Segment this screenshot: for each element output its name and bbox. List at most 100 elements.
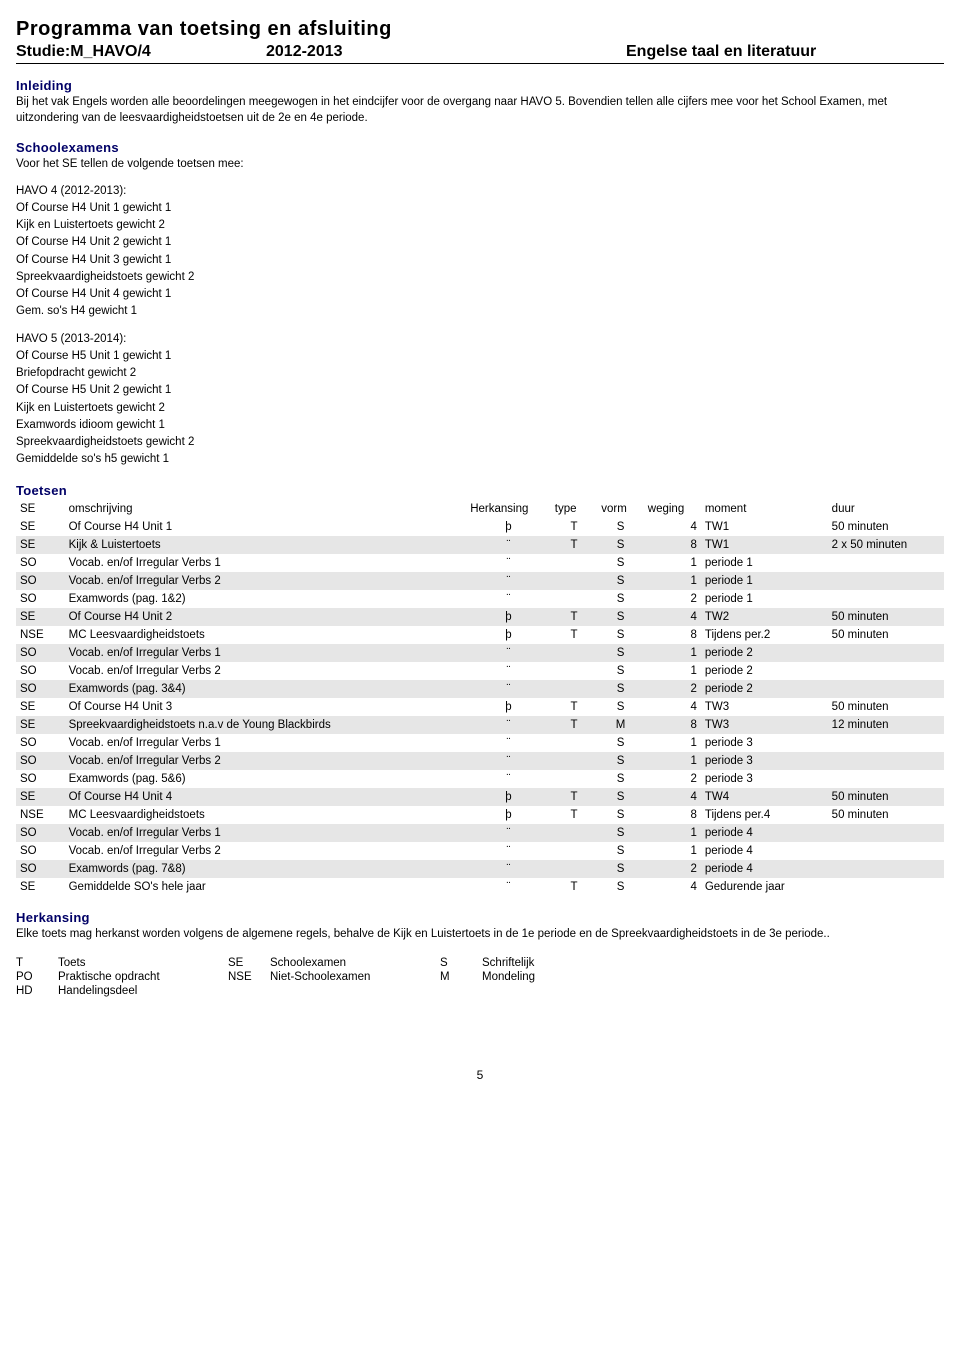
legend-key: M <box>440 970 482 984</box>
havo5-lead: HAVO 5 (2013-2014): <box>16 331 944 348</box>
cell <box>828 770 944 788</box>
cell: T <box>551 878 598 896</box>
cell: ¨ <box>466 842 551 860</box>
havo4-item: Spreekvaardigheidstoets gewicht 2 <box>16 269 944 286</box>
cell <box>828 590 944 608</box>
cell: SE <box>16 518 65 536</box>
cell <box>828 842 944 860</box>
cell: SE <box>16 716 65 734</box>
cell: TW1 <box>701 518 828 536</box>
cell: periode 1 <box>701 554 828 572</box>
cell: Vocab. en/of Irregular Verbs 1 <box>65 734 467 752</box>
legend-row: POPraktische opdrachtNSENiet-Schoolexame… <box>16 970 944 984</box>
study-label: Studie: <box>16 43 70 60</box>
cell: SO <box>16 842 65 860</box>
havo5-item: Gemiddelde so's h5 gewicht 1 <box>16 451 944 468</box>
cell: S <box>597 554 644 572</box>
table-row: SOExamwords (pag. 5&6)¨S2periode 3 <box>16 770 944 788</box>
cell: SO <box>16 824 65 842</box>
cell: 1 <box>644 734 701 752</box>
cell: þ <box>466 806 551 824</box>
havo4-item: Of Course H4 Unit 2 gewicht 1 <box>16 234 944 251</box>
col-oms: omschrijving <box>65 500 467 518</box>
cell: S <box>597 806 644 824</box>
cell: Of Course H4 Unit 1 <box>65 518 467 536</box>
cell: 1 <box>644 644 701 662</box>
cell <box>828 680 944 698</box>
cell: periode 4 <box>701 842 828 860</box>
cell: 2 x 50 minuten <box>828 536 944 554</box>
cell: 1 <box>644 662 701 680</box>
cell: 50 minuten <box>828 698 944 716</box>
legend-value: Praktische opdracht <box>58 970 228 984</box>
legend-key <box>228 984 270 998</box>
legend-value: Niet-Schoolexamen <box>270 970 440 984</box>
legend-value: Schoolexamen <box>270 956 440 970</box>
study-value: M_HAVO/4 <box>70 43 151 60</box>
legend-key: T <box>16 956 58 970</box>
cell: S <box>597 626 644 644</box>
cell: M <box>597 716 644 734</box>
cell: Of Course H4 Unit 4 <box>65 788 467 806</box>
cell: S <box>597 878 644 896</box>
cell: 8 <box>644 716 701 734</box>
table-row: SEOf Course H4 Unit 4þTS4TW450 minuten <box>16 788 944 806</box>
cell: T <box>551 716 598 734</box>
cell: SO <box>16 590 65 608</box>
cell: 4 <box>644 518 701 536</box>
legend-key: HD <box>16 984 58 998</box>
havo5-item: Spreekvaardigheidstoets gewicht 2 <box>16 434 944 451</box>
cell: NSE <box>16 806 65 824</box>
cell: Examwords (pag. 3&4) <box>65 680 467 698</box>
cell <box>551 554 598 572</box>
cell: ¨ <box>466 554 551 572</box>
cell: S <box>597 608 644 626</box>
cell: periode 3 <box>701 752 828 770</box>
cell: T <box>551 626 598 644</box>
cell: T <box>551 518 598 536</box>
cell <box>828 860 944 878</box>
cell: S <box>597 590 644 608</box>
cell: TW1 <box>701 536 828 554</box>
cell <box>828 734 944 752</box>
table-row: NSEMC LeesvaardigheidstoetsþTS8Tijdens p… <box>16 806 944 824</box>
table-row: SEGemiddelde SO's hele jaar¨TS4Gedurende… <box>16 878 944 896</box>
cell <box>551 572 598 590</box>
cell: T <box>551 788 598 806</box>
cell: 4 <box>644 878 701 896</box>
cell: NSE <box>16 626 65 644</box>
page-title: Programma van toetsing en afsluiting <box>16 18 944 41</box>
havo4-item: Of Course H4 Unit 1 gewicht 1 <box>16 200 944 217</box>
legend-value <box>270 984 440 998</box>
legend-value: Handelingsdeel <box>58 984 228 998</box>
toetsen-header-row: SE omschrijving Herkansing type vorm weg… <box>16 500 944 518</box>
cell: ¨ <box>466 752 551 770</box>
cell: TW3 <box>701 716 828 734</box>
cell: Gemiddelde SO's hele jaar <box>65 878 467 896</box>
legend-value: Schriftelijk <box>482 956 652 970</box>
table-row: SOVocab. en/of Irregular Verbs 2¨S1perio… <box>16 842 944 860</box>
cell: 2 <box>644 590 701 608</box>
col-weg: weging <box>644 500 701 518</box>
cell: S <box>597 824 644 842</box>
cell: S <box>597 572 644 590</box>
cell: 50 minuten <box>828 626 944 644</box>
cell: S <box>597 644 644 662</box>
cell: 8 <box>644 536 701 554</box>
cell: S <box>597 536 644 554</box>
cell: S <box>597 662 644 680</box>
table-row: SOExamwords (pag. 1&2)¨S2periode 1 <box>16 590 944 608</box>
cell: SE <box>16 608 65 626</box>
cell <box>551 680 598 698</box>
cell: T <box>551 698 598 716</box>
cell <box>551 662 598 680</box>
cell: ¨ <box>466 644 551 662</box>
cell: SO <box>16 770 65 788</box>
legend-row: HDHandelingsdeel <box>16 984 944 998</box>
cell: SO <box>16 860 65 878</box>
cell: S <box>597 698 644 716</box>
cell: 8 <box>644 626 701 644</box>
cell: þ <box>466 608 551 626</box>
table-row: SOVocab. en/of Irregular Verbs 1¨S1perio… <box>16 644 944 662</box>
cell: MC Leesvaardigheidstoets <box>65 806 467 824</box>
